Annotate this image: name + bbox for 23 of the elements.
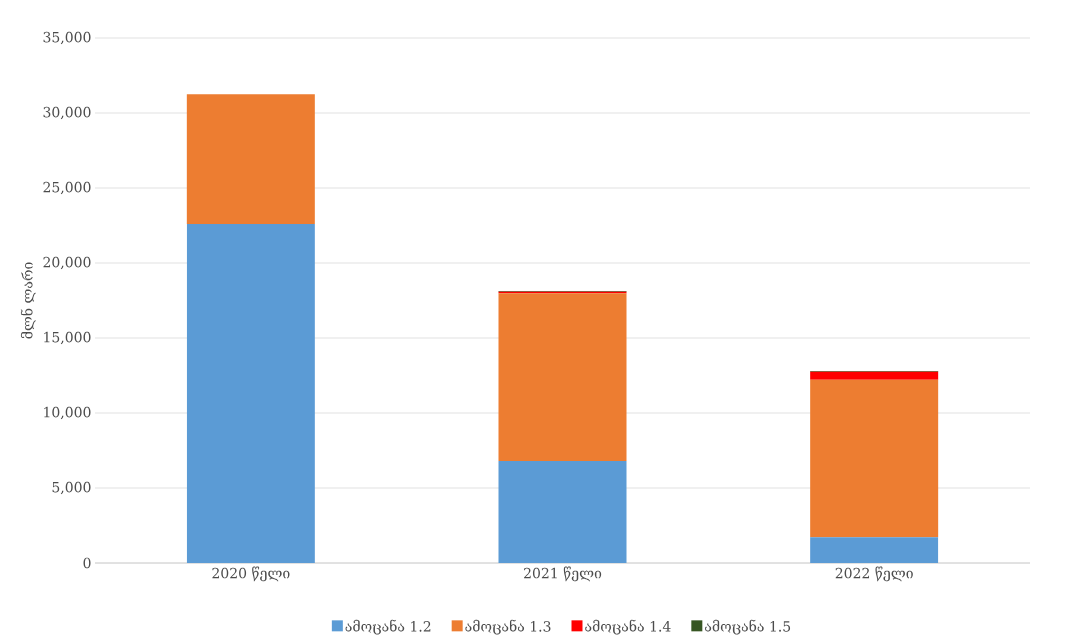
x-tick-label: 2020 წელი <box>212 566 290 582</box>
bar <box>810 537 939 563</box>
bar <box>498 293 627 461</box>
legend-label: ამოცანა 1.3 <box>465 619 551 635</box>
x-tick-label: 2021 წელი <box>524 566 602 582</box>
legend-label: ამოცანა 1.5 <box>705 619 791 635</box>
legend-label: ამოცანა 1.4 <box>585 619 671 635</box>
y-tick-label: 10,000 <box>44 406 91 420</box>
y-axis-title: მლნ ლარი <box>20 262 36 339</box>
y-tick-label: 30,000 <box>43 106 91 120</box>
legend-label: ამოცანა 1.2 <box>345 619 431 635</box>
bar <box>186 94 315 224</box>
x-tick-label: 2022 წელი <box>835 566 913 582</box>
y-tick-label: 5,000 <box>52 481 91 495</box>
y-tick-label: 0 <box>83 557 91 569</box>
bar <box>498 461 627 563</box>
y-tick-label: 25,000 <box>43 181 91 195</box>
bar <box>810 371 939 380</box>
bar <box>186 224 315 563</box>
y-tick-label: 35,000 <box>43 31 91 45</box>
bar <box>810 379 939 538</box>
y-tick-label: 20,000 <box>43 256 91 270</box>
y-tick-label: 15,000 <box>44 331 91 345</box>
